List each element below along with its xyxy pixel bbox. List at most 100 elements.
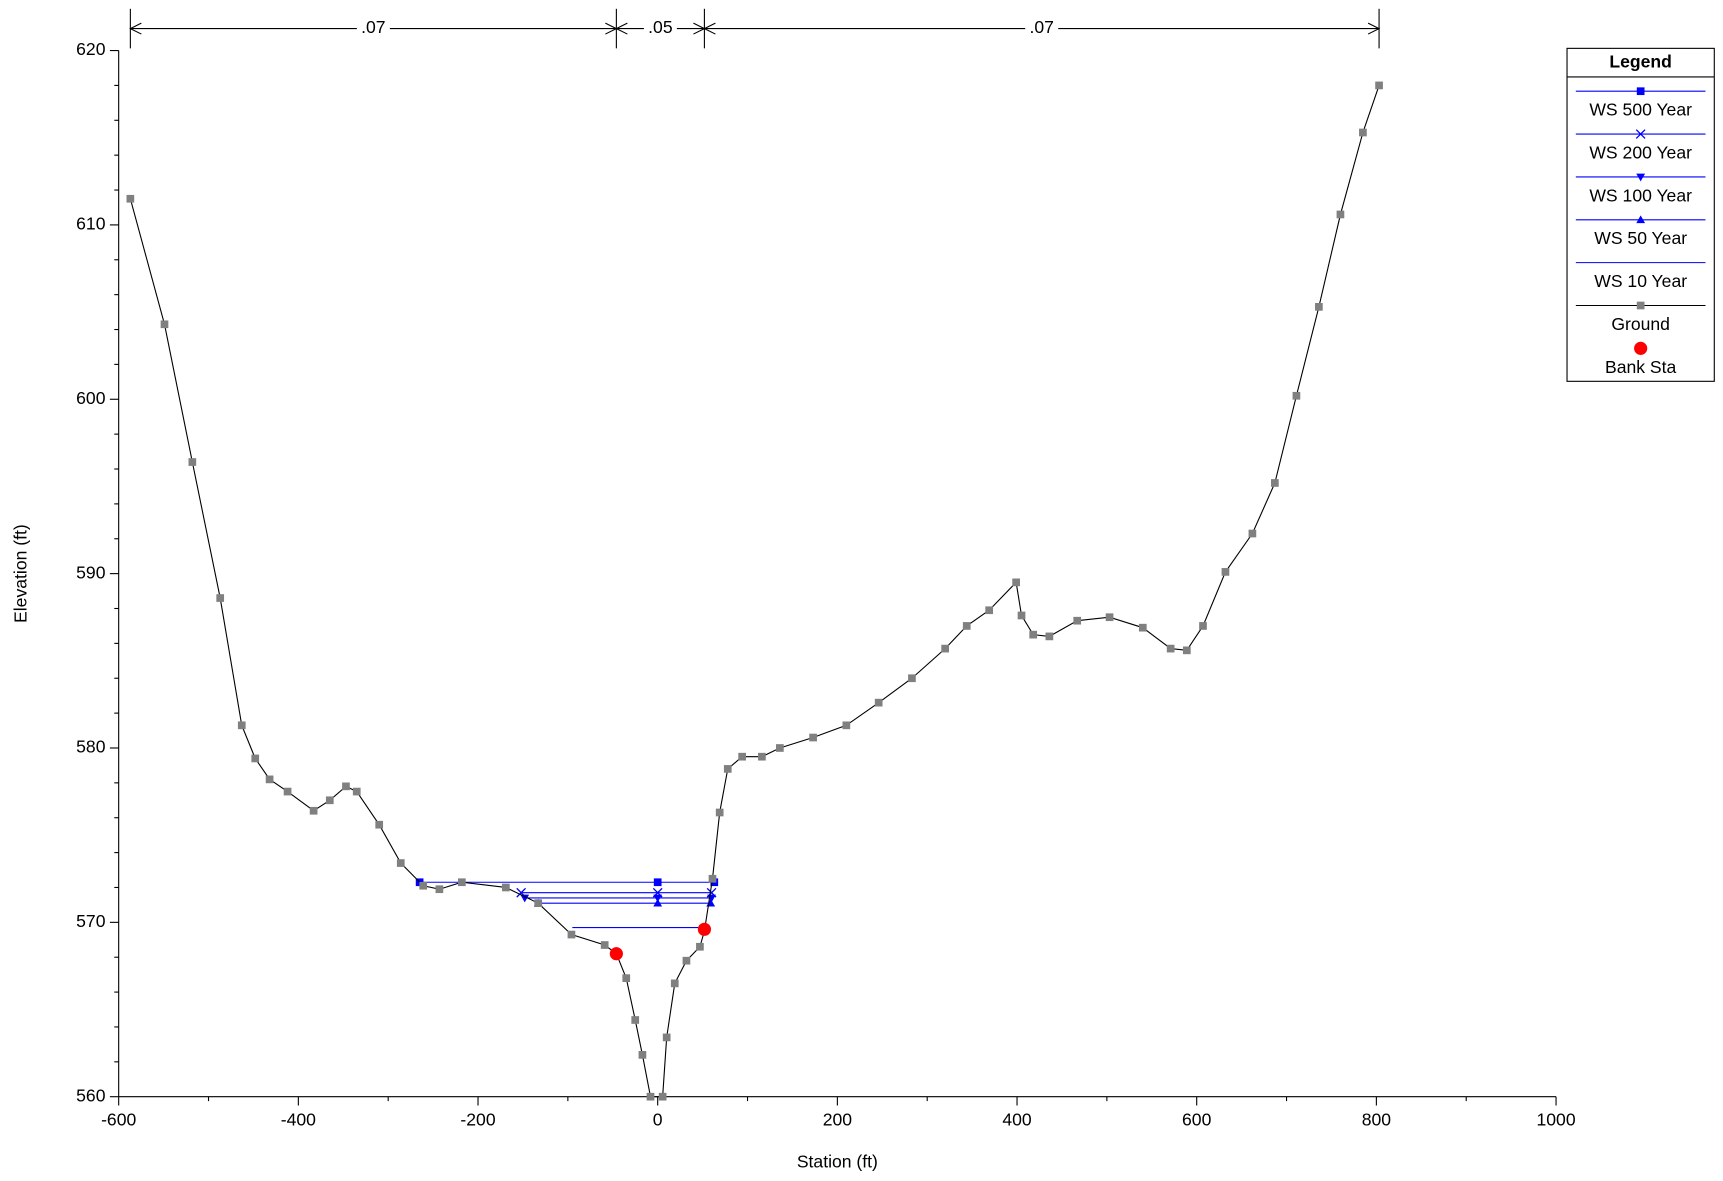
marker-square bbox=[534, 899, 543, 908]
legend-title: Legend bbox=[1609, 51, 1672, 71]
arrow-head bbox=[703, 22, 716, 35]
marker-square bbox=[1336, 210, 1345, 219]
roughness-label: .07 bbox=[1030, 17, 1054, 37]
roughness-label: .05 bbox=[648, 17, 673, 37]
x-tick-label: -600 bbox=[101, 1110, 136, 1130]
arrow-head bbox=[129, 22, 142, 35]
marker-square bbox=[708, 874, 717, 883]
x-tick-label: -400 bbox=[281, 1110, 316, 1130]
marker-square bbox=[309, 806, 318, 815]
marker-square bbox=[1315, 303, 1323, 311]
marker-square bbox=[1271, 479, 1279, 487]
marker-square bbox=[1138, 623, 1147, 632]
series-line bbox=[129, 85, 1380, 1098]
plot-root: Station (ft) Elevation (ft) -600 -400 -200… bbox=[11, 8, 1715, 1171]
marker-square bbox=[188, 458, 197, 466]
marker-square bbox=[237, 721, 246, 730]
marker-square bbox=[662, 1033, 671, 1042]
x-tick-label: 400 bbox=[1002, 1110, 1032, 1130]
marker-square bbox=[962, 622, 971, 630]
marker-circle bbox=[609, 947, 623, 961]
marker-square bbox=[682, 956, 691, 965]
marker-square bbox=[1359, 128, 1367, 137]
x-tick-label: 800 bbox=[1362, 1110, 1392, 1130]
marker-triangle-down bbox=[653, 894, 663, 903]
plot-area bbox=[119, 51, 1556, 1097]
marker-square bbox=[502, 883, 510, 892]
marker-square bbox=[352, 787, 361, 796]
marker-square bbox=[1248, 529, 1257, 538]
legend-label: Ground bbox=[1611, 314, 1670, 334]
marker-triangle-up bbox=[1636, 215, 1646, 224]
y-tick-label: 560 bbox=[76, 1085, 106, 1105]
roughness-label: .07 bbox=[361, 17, 385, 37]
marker-square bbox=[1017, 611, 1026, 620]
x-tick-label: 0 bbox=[653, 1110, 663, 1130]
marker-square bbox=[1636, 301, 1645, 310]
legend-label: WS 50 Year bbox=[1594, 228, 1687, 248]
marker-square bbox=[283, 787, 292, 796]
y-tick-label: 580 bbox=[76, 737, 106, 757]
marker-square bbox=[696, 942, 704, 951]
arrow-head bbox=[615, 22, 628, 35]
y-tick-label: 610 bbox=[76, 214, 106, 234]
x-tick-label: 600 bbox=[1182, 1110, 1212, 1130]
marker-square bbox=[1045, 632, 1054, 641]
marker-square bbox=[842, 721, 851, 730]
y-tick-label: 570 bbox=[76, 911, 106, 931]
marker-square bbox=[670, 979, 679, 988]
marker-square bbox=[985, 606, 994, 615]
marker-square bbox=[419, 881, 428, 890]
legend-label: WS 10 Year bbox=[1594, 271, 1687, 291]
y-tick-label: 600 bbox=[76, 388, 106, 408]
marker-square bbox=[600, 941, 609, 949]
marker-square bbox=[458, 878, 466, 887]
marker-square bbox=[715, 808, 724, 817]
marker-circle bbox=[1634, 341, 1648, 355]
marker-square bbox=[1182, 646, 1191, 655]
marker-square bbox=[126, 194, 135, 203]
marker-square bbox=[1012, 578, 1020, 587]
marker-x bbox=[1635, 129, 1646, 139]
marker-square bbox=[265, 775, 274, 784]
marker-square bbox=[723, 765, 732, 773]
legend-label: WS 500 Year bbox=[1589, 100, 1692, 120]
marker-square bbox=[1636, 87, 1645, 96]
legend-box bbox=[1566, 47, 1715, 382]
marker-square bbox=[809, 733, 817, 742]
marker-square bbox=[1199, 622, 1207, 630]
marker-square bbox=[1029, 630, 1038, 639]
label-background bbox=[1025, 17, 1059, 40]
marker-square bbox=[758, 752, 766, 761]
marker-square bbox=[1166, 644, 1175, 653]
marker-square bbox=[658, 1092, 667, 1101]
label-background bbox=[643, 17, 677, 40]
marker-square bbox=[653, 878, 662, 887]
marker-square bbox=[874, 698, 883, 707]
x-tick-label: 1000 bbox=[1536, 1110, 1575, 1130]
marker-circle bbox=[697, 922, 711, 936]
marker-square bbox=[1292, 391, 1301, 400]
marker-square bbox=[1105, 613, 1114, 622]
y-tick-label: 620 bbox=[76, 39, 106, 59]
marker-square bbox=[251, 754, 260, 763]
marker-square bbox=[567, 930, 576, 939]
marker-triangle-down bbox=[1636, 173, 1646, 182]
marker-square bbox=[375, 820, 384, 829]
marker-square bbox=[342, 782, 350, 791]
marker-square bbox=[908, 674, 916, 683]
marker-square bbox=[325, 796, 334, 805]
marker-triangle-up bbox=[653, 898, 663, 907]
marker-square bbox=[216, 594, 225, 602]
marker-square bbox=[1073, 616, 1082, 625]
marker-square bbox=[396, 859, 405, 867]
y-axis-title: Elevation (ft) bbox=[11, 524, 31, 623]
label-background bbox=[356, 17, 390, 40]
marker-square bbox=[646, 1092, 655, 1101]
marker-square bbox=[631, 1016, 640, 1024]
marker-square bbox=[638, 1051, 647, 1059]
marker-triangle-down bbox=[520, 894, 530, 903]
legend-label: WS 200 Year bbox=[1589, 142, 1692, 162]
marker-square bbox=[622, 974, 631, 982]
